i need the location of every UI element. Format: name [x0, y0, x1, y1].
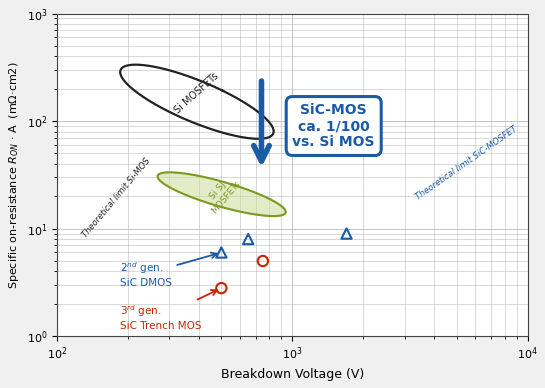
Y-axis label: Specific on-resistance $R_{ON}$ · A  (mΩ·cm2): Specific on-resistance $R_{ON}$ · A (mΩ·…: [7, 61, 21, 289]
Text: Theoretical limit SiC-MOSFET: Theoretical limit SiC-MOSFET: [414, 124, 519, 201]
Text: Si MOSFETs: Si MOSFETs: [173, 71, 221, 115]
Point: [342, 230, 351, 237]
X-axis label: Breakdown Voltage (V): Breakdown Voltage (V): [221, 368, 364, 381]
Text: SiC-MOS
ca. 1/100
vs. Si MOS: SiC-MOS ca. 1/100 vs. Si MOS: [293, 103, 375, 149]
Point: [217, 249, 226, 256]
Point: [217, 285, 226, 291]
Point: [258, 258, 267, 264]
Text: 2$^{nd}$ gen.
SiC DMOS: 2$^{nd}$ gen. SiC DMOS: [120, 253, 217, 288]
Text: Theoretical limit Si-MOS: Theoretical limit Si-MOS: [81, 156, 153, 239]
Text: Si SJ
MOSFETs: Si SJ MOSFETs: [202, 173, 242, 216]
Point: [244, 236, 252, 242]
Polygon shape: [158, 172, 286, 216]
Text: 3$^{rd}$ gen.
SiC Trench MOS: 3$^{rd}$ gen. SiC Trench MOS: [120, 290, 217, 331]
